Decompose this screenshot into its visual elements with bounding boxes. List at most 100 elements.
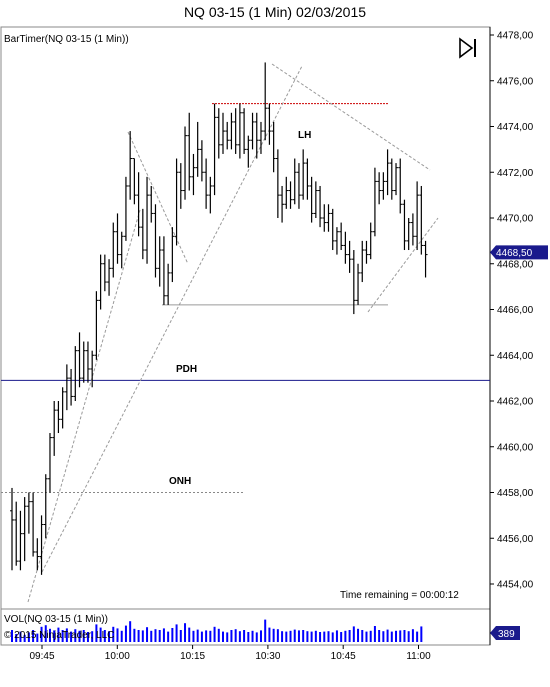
time-tick-label: 10:15 <box>180 651 205 662</box>
volume-bar <box>86 632 89 642</box>
ohlc-bar <box>263 62 268 141</box>
price-tick-label: 4456,00 <box>497 534 534 545</box>
volume-bar <box>70 631 73 642</box>
volume-bar <box>373 626 376 642</box>
copyright-text: © 2015 NinjaTrader, LLC <box>4 630 114 641</box>
ohlc-bar <box>347 240 352 273</box>
ohlc-bar <box>330 208 335 251</box>
volume-bar <box>268 627 271 642</box>
ohlc-bar <box>280 185 285 223</box>
ohlc-bar <box>288 181 293 209</box>
ohlc-bar <box>377 172 382 205</box>
ohlc-bar <box>183 126 188 200</box>
volume-bar <box>129 621 132 642</box>
ohlc-bar <box>174 158 179 246</box>
volume-bar <box>116 628 119 642</box>
ohlc-bar <box>69 368 74 406</box>
volume-bar <box>348 630 351 642</box>
onh-annotation: ONH <box>169 476 191 487</box>
volume-bar <box>340 632 343 642</box>
ohlc-bar <box>94 291 99 360</box>
ohlc-bar <box>136 172 141 237</box>
volume-bar <box>361 630 364 642</box>
volume-bar <box>314 630 317 642</box>
ohlc-bar <box>56 401 61 434</box>
volume-bar <box>344 630 347 642</box>
ohlc-bar <box>187 112 192 191</box>
ohlc-bar <box>356 263 361 305</box>
volume-bar <box>27 632 30 642</box>
volume-bar <box>188 627 191 642</box>
ohlc-bar <box>10 487 14 571</box>
price-tick-label: 4466,00 <box>497 305 534 316</box>
ohlc-bar <box>85 341 90 383</box>
price-tick-label: 4472,00 <box>497 168 534 179</box>
current-price-value: 4468,50 <box>496 248 533 259</box>
ohlc-bar <box>410 213 415 246</box>
volume-bar <box>74 629 77 642</box>
play-next-icon[interactable] <box>458 37 478 59</box>
ohlc-bar <box>64 364 69 411</box>
price-tick-label: 4476,00 <box>497 76 534 87</box>
ohlc-bar <box>402 199 407 251</box>
ohlc-bar <box>250 112 255 150</box>
ohlc-bar <box>221 112 225 154</box>
ohlc-bar <box>161 236 166 305</box>
volume-bar <box>285 631 288 642</box>
price-tick-label: 4460,00 <box>497 442 534 453</box>
ohlc-bar <box>326 204 331 232</box>
volume-bar <box>137 630 140 642</box>
ohlc-bar <box>305 158 310 200</box>
ohlc-bar <box>242 108 247 154</box>
ohlc-bar <box>90 350 95 388</box>
ohlc-bar <box>334 227 339 255</box>
ohlc-bar <box>309 176 314 223</box>
volume-bar <box>133 628 136 642</box>
price-tick-label: 4470,00 <box>497 214 534 225</box>
ohlc-bar <box>60 387 65 429</box>
ohlc-bar <box>364 240 369 264</box>
volume-bar <box>259 630 262 642</box>
ohlc-bar <box>128 131 133 200</box>
volume-bar <box>171 628 174 642</box>
pdh-annotation: PDH <box>176 364 197 375</box>
volume-bar <box>23 634 26 642</box>
ohlc-bar <box>35 538 40 571</box>
volume-bar <box>196 629 199 642</box>
volume-bar <box>141 630 144 642</box>
time-tick-label: 10:30 <box>255 651 280 662</box>
ohlc-bar <box>343 231 348 264</box>
ohlc-bar <box>339 222 344 251</box>
ohlc-bar <box>313 181 318 218</box>
lh-annotation: LH <box>298 130 311 141</box>
ohlc-bar <box>423 240 428 278</box>
ohlc-bar <box>47 433 52 493</box>
volume-bar <box>112 626 115 642</box>
volume-bar <box>378 630 381 642</box>
volume-bar <box>399 630 402 642</box>
price-tick-label: 4464,00 <box>497 351 534 362</box>
ohlc-bar <box>301 149 306 200</box>
volume-bar <box>302 630 305 642</box>
ohlc-bar <box>73 346 78 401</box>
volume-bar <box>331 632 334 642</box>
ohlc-bar <box>153 204 158 278</box>
ohlc-bar <box>149 185 154 223</box>
trendline <box>27 209 141 603</box>
ohlc-bar <box>398 158 403 214</box>
ohlc-bar <box>229 112 234 150</box>
ohlc-bar <box>119 231 124 269</box>
volume-bar <box>243 630 246 642</box>
volume-bar <box>95 624 98 642</box>
volume-bar <box>222 631 224 642</box>
volume-bar <box>61 630 64 642</box>
ohlc-bar <box>389 158 394 200</box>
volume-bar <box>217 628 220 642</box>
volume-bar <box>382 631 385 642</box>
ohlc-bar <box>296 163 301 209</box>
volume-bar <box>281 631 284 642</box>
volume-bar <box>11 630 13 642</box>
volume-bar <box>103 630 106 642</box>
ohlc-bar <box>98 254 103 310</box>
